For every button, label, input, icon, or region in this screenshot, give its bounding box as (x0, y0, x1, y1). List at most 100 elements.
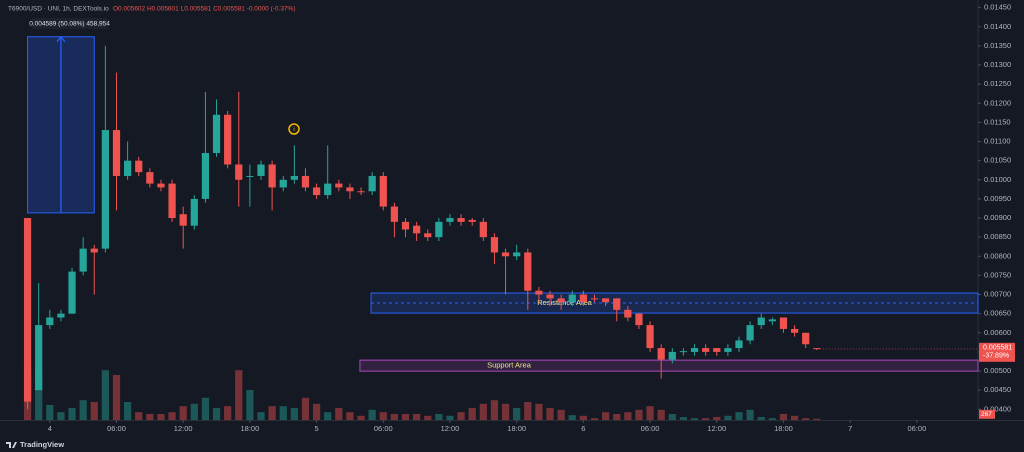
volume-bar (724, 415, 732, 420)
volume-bar (101, 370, 109, 420)
volume-bar (35, 372, 43, 420)
candle-body (646, 325, 654, 349)
volume-bar (579, 415, 587, 420)
volume-bar (768, 418, 776, 420)
y-tick-label: 0.00450 (984, 385, 1011, 394)
change-label: -37.89% (983, 353, 1009, 360)
y-tick-label: 0.00400 (984, 404, 1011, 413)
candle-body (757, 317, 765, 326)
candle-body (168, 183, 176, 219)
candle-body (724, 348, 732, 352)
candle-body (79, 248, 87, 272)
volume-bar (524, 402, 532, 420)
candle-body (668, 351, 676, 360)
volume-bar (112, 375, 121, 420)
candle-body (590, 298, 599, 300)
candle-body (190, 198, 198, 226)
candle-body (524, 252, 532, 291)
candle-body (635, 313, 643, 326)
x-tick-label: 06:00 (641, 424, 660, 433)
volume-bar (235, 370, 243, 420)
y-tick-label: 0.01350 (984, 41, 1011, 50)
volume-bar (802, 418, 810, 420)
x-tick-label: 18:00 (507, 424, 526, 433)
candle-body (501, 252, 510, 257)
candle-body (468, 219, 476, 222)
x-tick-label: 06:00 (907, 424, 926, 433)
brand-icon (6, 442, 17, 448)
x-tick-label: 5 (315, 424, 319, 433)
candle-body (435, 221, 443, 238)
volume-bar (535, 403, 543, 420)
volume-bar (324, 412, 332, 420)
volume-bar (390, 414, 399, 420)
x-tick-label: 06:00 (107, 424, 126, 433)
brand-name: TradingView (20, 440, 64, 449)
measure-label: 0.004589 (50.08%) 458,954 (29, 21, 110, 28)
header: T6900/USD · UNI, 1h, DEXTools.io (8, 6, 109, 13)
volume-bar (190, 403, 198, 420)
volume-bar (357, 415, 365, 420)
x-tick-label: 12:00 (441, 424, 460, 433)
volume-bar (179, 406, 187, 420)
candle-body (601, 298, 610, 303)
brand-logo: TradingView (6, 440, 64, 449)
volume-bar (224, 406, 232, 420)
volume-bar (702, 418, 710, 420)
volume-bar (468, 408, 476, 420)
volume-bar (557, 409, 565, 420)
x-tick-label: 7 (848, 424, 852, 433)
event-icon-glyph: i (293, 127, 294, 133)
candle-body (235, 164, 243, 180)
candle-body (657, 348, 665, 360)
candle-body (57, 313, 65, 318)
volume-bar (446, 415, 454, 420)
candle-body (279, 179, 287, 188)
candle-body (401, 221, 410, 230)
candle-body (390, 206, 399, 222)
candle-body (346, 187, 354, 192)
candle-body (68, 271, 76, 314)
candle-body (23, 218, 32, 402)
candle-body (101, 130, 109, 249)
volume-bar (713, 417, 721, 420)
y-tick-label: 0.01250 (984, 79, 1011, 88)
x-tick-label: 12:00 (707, 424, 726, 433)
x-tick-label: 06:00 (374, 424, 393, 433)
zone-label: Support Area (487, 361, 532, 370)
x-tick-label: 4 (48, 424, 52, 433)
volume-bar (201, 397, 210, 420)
volume-bar (135, 412, 143, 420)
y-tick-label: 0.00600 (984, 328, 1011, 337)
volume-bar (513, 408, 521, 420)
volume-bar (613, 414, 621, 420)
volume-bar (157, 414, 165, 420)
volume-bar (679, 417, 688, 420)
volume-bar (813, 418, 821, 420)
volume-bar (657, 409, 665, 420)
candle-body (112, 130, 121, 176)
volume-bar (490, 400, 499, 420)
x-tick-label: 6 (581, 424, 585, 433)
volume-bar (690, 418, 699, 420)
candle-body (802, 332, 810, 345)
zone-label: Resistance Area (537, 298, 592, 307)
measure-arrowhead (56, 35, 66, 43)
candle-body (735, 340, 743, 349)
candle-body (679, 351, 688, 353)
candle-body (790, 328, 799, 333)
candle-body (779, 317, 788, 329)
volume-bar (646, 406, 654, 420)
volume-bar (501, 403, 510, 420)
candle-body (35, 325, 43, 391)
ohlc: O0.005602 H0.005601 L0.005581 C0.005581 … (113, 6, 296, 13)
volume-bar (168, 412, 176, 420)
candle-body (535, 290, 543, 295)
candle-body (157, 183, 165, 188)
candle-body (146, 172, 154, 184)
volume-bar (124, 402, 132, 420)
candle-body (379, 175, 387, 207)
volume-bar (279, 406, 287, 420)
